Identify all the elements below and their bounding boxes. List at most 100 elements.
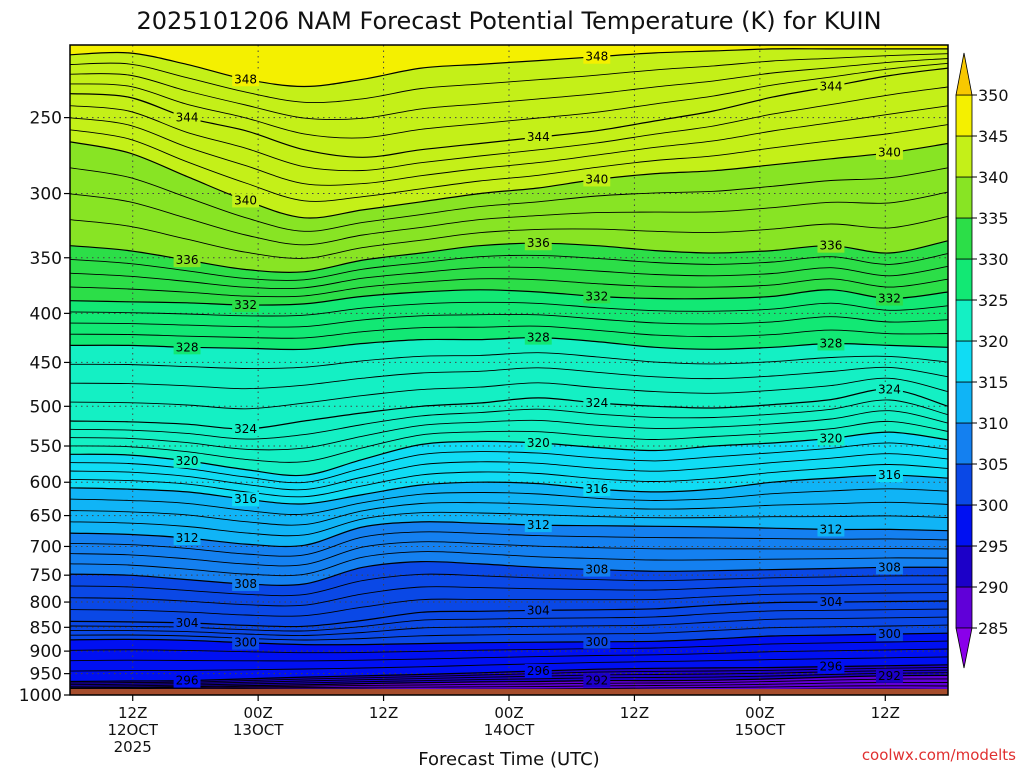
isentrope-label-312: 312 — [819, 522, 842, 536]
chart-title: 2025101206 NAM Forecast Potential Temper… — [136, 7, 881, 35]
isentrope-minor-line — [70, 501, 948, 526]
x-tick-label: 13OCT — [233, 721, 284, 739]
isentrope-label-bg — [232, 635, 260, 650]
isentrope-line-320 — [70, 431, 948, 477]
isentrope-minor-line — [70, 313, 948, 328]
isentrope-label-bg — [876, 291, 903, 306]
isentrope-label-308: 308 — [234, 577, 257, 591]
y-tick-label: 500 — [30, 397, 62, 417]
isentrope-label-324: 324 — [878, 382, 901, 396]
x-tick-label: 12OCT — [107, 721, 158, 739]
colorbar-min-arrow — [955, 627, 973, 669]
colorbar-tick-label: 315 — [978, 373, 1009, 392]
isentrope-label-bg — [817, 659, 845, 674]
isentrope-minor-line — [70, 583, 948, 607]
isentrope-label-bg — [583, 562, 611, 577]
isentrope-line-340 — [70, 141, 948, 219]
isentrope-label-336: 336 — [176, 253, 199, 267]
isentrope-minor-line — [70, 640, 948, 654]
isentrope-label-bg — [583, 289, 611, 304]
colorbar-tick-label: 325 — [978, 291, 1009, 310]
isentrope-label-300: 300 — [878, 627, 901, 641]
isentrope-line-316 — [70, 474, 948, 505]
x-tick-label: 00Z — [745, 704, 774, 722]
isentrope-label-296: 296 — [176, 674, 199, 688]
isentrope-label-bg — [524, 603, 552, 618]
isentrope-minor-line — [70, 648, 948, 662]
isentrope-label-bg — [817, 522, 845, 537]
isentrope-line-292 — [70, 674, 948, 689]
isentrope-minor-line — [70, 488, 948, 515]
isentrope-line-304 — [70, 600, 948, 628]
isentrope-line-312 — [70, 521, 948, 548]
isentrope-label-bg — [876, 668, 903, 683]
isentrope-label-bg — [173, 673, 201, 688]
colorbar-max-arrow — [955, 52, 973, 96]
x-tick-label: 14OCT — [484, 721, 535, 739]
isentrope-minor-line — [70, 511, 948, 537]
y-tick-label: 650 — [30, 507, 62, 527]
isentrope-minor-line — [70, 265, 948, 290]
colorbar-segment — [955, 176, 973, 219]
isentrope-label-324: 324 — [234, 422, 257, 436]
isentrope-line-308 — [70, 560, 948, 586]
x-tick-label: 00Z — [494, 704, 523, 722]
isentrope-label-344: 344 — [176, 111, 199, 125]
isentrope-label-bg — [524, 518, 552, 533]
isentrope-minor-line — [70, 442, 948, 484]
isentrope-label-332: 332 — [234, 298, 257, 312]
x-tick-label: 12Z — [118, 704, 147, 722]
isentrope-minor-line — [70, 62, 948, 139]
colorbar-tick-label: 295 — [978, 537, 1009, 556]
isentrope-label-bg — [524, 236, 552, 251]
isentrope-label-324: 324 — [585, 396, 608, 410]
isentrope-label-328: 328 — [527, 331, 550, 345]
isentrope-label-bg — [876, 145, 903, 160]
isentrope-label-bg — [173, 531, 201, 546]
isentrope-label-bg — [817, 336, 845, 351]
isentrope-label-316: 316 — [878, 468, 901, 482]
isentrope-label-320: 320 — [176, 454, 199, 468]
y-tick-label: 950 — [30, 665, 62, 685]
isentrope-label-bg — [583, 482, 611, 497]
y-axis: 250 300 350 400 450 500 550 600 650 700 750 800 850 9… — [19, 109, 70, 706]
isentrope-label-332: 332 — [878, 292, 901, 306]
isentrope-label-bg — [524, 330, 552, 345]
isentrope-label-bg — [876, 468, 903, 483]
colorbar: 285 290 295 300 305 310 315 320 325 330 335 340 345 3… — [955, 52, 1009, 669]
colorbar-segment — [955, 135, 973, 178]
isentrope-label-348: 348 — [585, 50, 608, 64]
isentrope-label-bg — [583, 395, 611, 410]
isentrope-label-296: 296 — [819, 660, 842, 674]
isentrope-label-bg — [583, 634, 611, 649]
isentrope-label-bg — [876, 560, 903, 575]
y-tick-label: 700 — [30, 537, 62, 557]
isentrope-label-bg — [173, 253, 201, 268]
isentrope-minor-line — [70, 592, 948, 617]
isentrope-label-bg — [232, 193, 260, 208]
isentrope-label-308: 308 — [878, 560, 901, 574]
isentrope-minor-line — [70, 666, 948, 684]
isentrope-minor-line — [70, 551, 948, 577]
isentrope-line-348 — [70, 48, 948, 88]
isentrope-minor-line — [70, 672, 948, 687]
colorbar-tick-label: 305 — [978, 455, 1009, 474]
x-tick-label: 00Z — [243, 704, 272, 722]
colorbar-tick-label: 335 — [978, 209, 1009, 228]
x-tick-label: 12Z — [620, 704, 649, 722]
isentrope-minor-line — [70, 573, 948, 597]
isentrope-label-316: 316 — [234, 492, 257, 506]
y-tick-label: 550 — [30, 437, 62, 457]
isentrope-line-328 — [70, 336, 948, 351]
isentrope-label-312: 312 — [527, 518, 550, 532]
isentrope-minor-line — [70, 86, 948, 172]
colorbar-segment — [955, 94, 973, 137]
isentrope-minor-line — [70, 541, 948, 567]
isentrope-labels: 292 292 296 296 296 300 300 300 304 304 304 308 308 3… — [173, 49, 903, 688]
isentrope-minor-line — [70, 325, 948, 339]
isentrope-label-bg — [232, 297, 260, 312]
colorbar-segment — [955, 586, 973, 629]
colorbar-tick-label: 310 — [978, 414, 1009, 433]
isentrope-minor-line — [70, 464, 948, 498]
